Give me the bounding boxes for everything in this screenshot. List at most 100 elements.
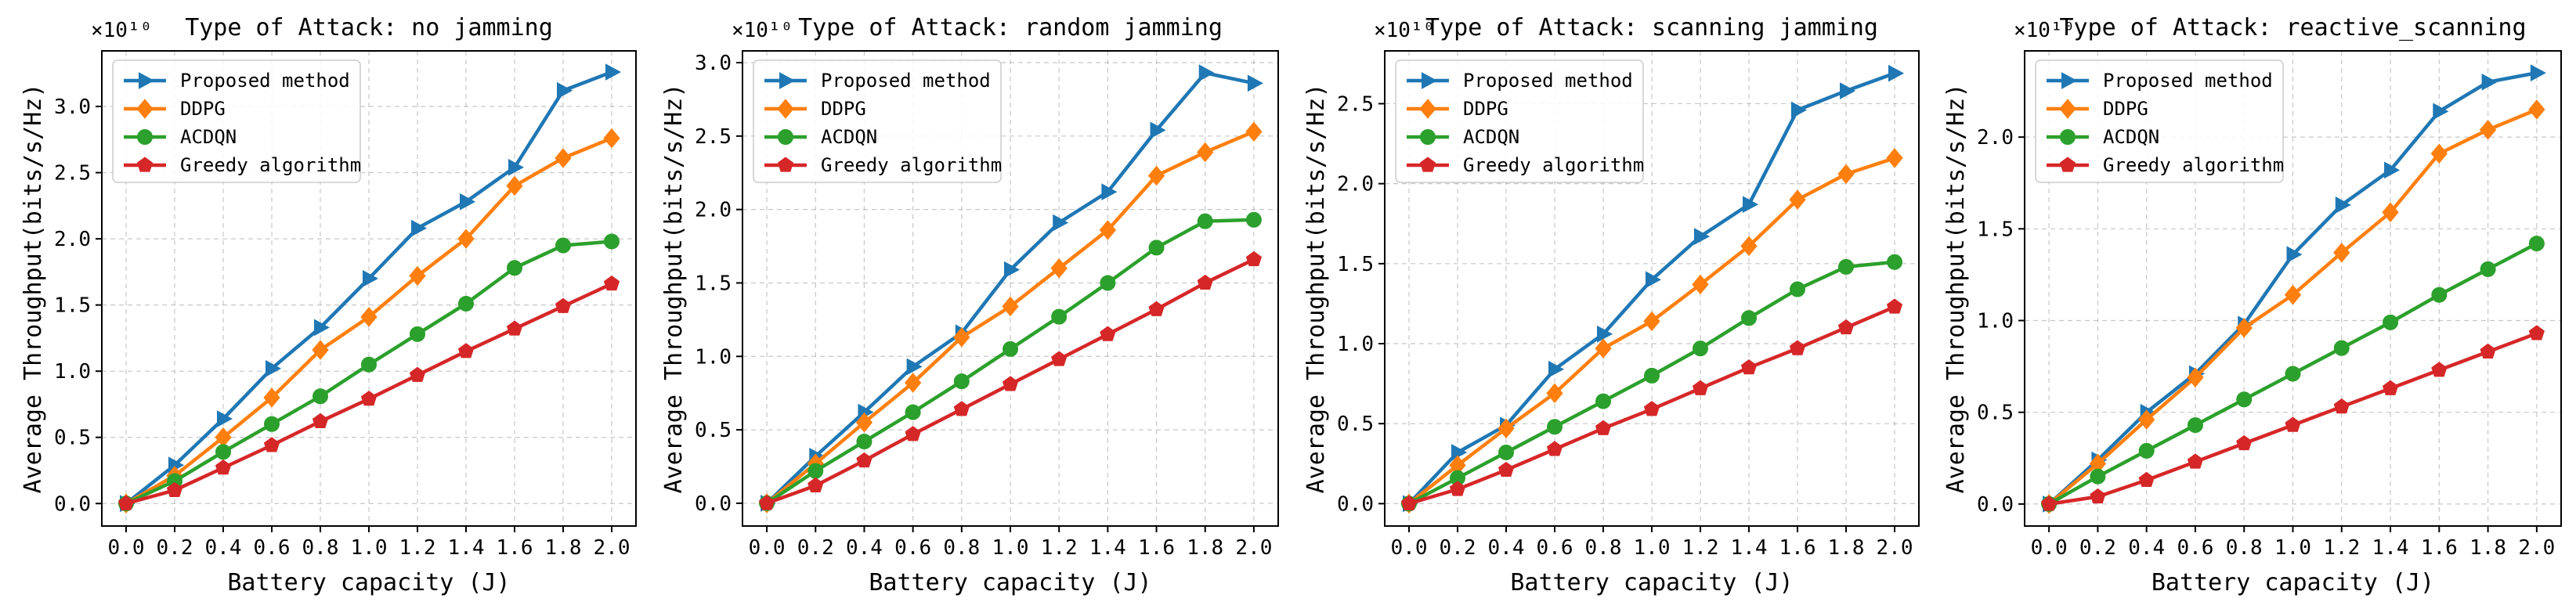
x-tick-label: 1.8 [2469,536,2506,560]
data-point [1101,183,1118,200]
x-tick-label: 1.2 [399,536,436,560]
legend-marker [2061,72,2078,89]
y-tick-label: 0.5 [695,419,732,442]
data-point [2480,261,2496,277]
legend-marker [1420,129,1436,145]
data-point [1888,64,1905,82]
x-tick-label: 1.2 [1682,536,1719,560]
legend-label: DDPG [1463,98,1508,120]
data-point [263,387,280,408]
y-tick-label: 0.0 [695,492,732,516]
data-point [2187,367,2204,387]
legend-label: Greedy algorithm [821,154,1002,176]
data-point [363,269,379,287]
legend-box [753,59,1002,183]
data-point [1837,164,1855,185]
y-tick-label: 2.5 [54,162,91,186]
x-tick-label: 0.0 [2031,536,2068,560]
x-tick-label: 0.2 [157,536,193,560]
data-point [905,404,921,420]
data-point [2235,318,2253,338]
data-point [1789,189,1806,210]
legend-box [2035,59,2284,183]
legend-marker [777,157,794,172]
x-tick-label: 0.6 [1537,536,1573,560]
y-scale-label: ×10¹⁰ [732,19,793,42]
legend-label: Greedy algorithm [2103,154,2284,176]
x-tick-label: 1.4 [1089,536,1126,560]
data-point [1743,196,1759,214]
data-point [215,444,231,460]
y-tick-label: 0.0 [54,492,91,516]
x-axis-label: Battery capacity (J) [2151,569,2434,596]
data-point [2138,471,2155,487]
data-point [2138,442,2155,459]
data-point [215,459,232,475]
x-tick-label: 1.2 [2323,536,2360,560]
x-tick-label: 1.6 [497,536,533,560]
data-point [1197,274,1213,290]
data-point [409,265,426,286]
data-point [557,81,573,99]
data-point [411,219,428,237]
legend-marker [779,72,796,89]
data-point [1451,444,1468,461]
data-point [1245,211,1262,228]
legend: Proposed method DDPG ACDQN Greedy algorithm [2035,59,2284,183]
data-point [360,391,378,406]
legend-label: Proposed method [180,70,350,92]
legend-box [112,59,361,183]
data-point [2236,391,2253,408]
x-tick-label: 0.0 [1391,536,1428,560]
x-tick-label: 1.0 [992,536,1029,560]
data-point [2382,380,2399,395]
y-tick-label: 2.0 [1977,126,2014,150]
data-point [1740,236,1758,257]
data-point [1498,444,1514,460]
legend-marker [1419,157,1436,172]
data-point [2430,143,2448,164]
data-point [555,297,572,313]
legend-marker [2059,157,2076,172]
data-point [1498,418,1515,439]
chart-title: Type of Attack: no jamming [185,14,553,41]
data-point [1449,481,1466,496]
data-point [1692,380,1709,395]
data-point [807,477,824,492]
x-tick-label: 0.6 [894,536,931,560]
legend-label: ACDQN [1463,126,1519,148]
legend-marker [2060,129,2076,145]
data-point [1693,341,1708,357]
legend-box [1395,59,1644,183]
data-point [1100,275,1116,291]
legend-label: DDPG [2103,98,2148,120]
data-point [2528,99,2545,120]
y-tick-label: 1.0 [695,345,732,369]
data-point [1546,383,1563,404]
y-tick-label: 1.0 [1977,310,2014,333]
y-tick-label: 2.0 [54,228,91,251]
data-point [508,158,525,176]
data-point [855,412,873,433]
x-tick-label: 0.4 [1488,536,1525,560]
data-point [603,128,620,149]
x-tick-label: 2.0 [2518,536,2555,560]
legend-label: DDPG [821,98,866,120]
data-point [1595,393,1611,409]
data-point [507,260,522,276]
legend-marker [136,99,154,119]
y-scale-label: ×10¹⁰ [2014,19,2075,42]
data-point [166,481,183,497]
y-tick-label: 2.0 [1337,173,1374,196]
y-axis-label: Average Throughput(bits/s/Hz) [20,84,47,494]
legend-marker [1419,99,1436,119]
x-tick-label: 0.2 [1440,536,1476,560]
y-scale-label: ×10¹⁰ [91,19,152,42]
data-point [2383,314,2399,330]
legend-label: ACDQN [2103,126,2159,148]
x-tick-label: 0.4 [2128,536,2165,560]
data-point [905,426,921,441]
data-point [1245,250,1263,267]
data-point [2433,103,2449,121]
data-point [1051,351,1068,366]
